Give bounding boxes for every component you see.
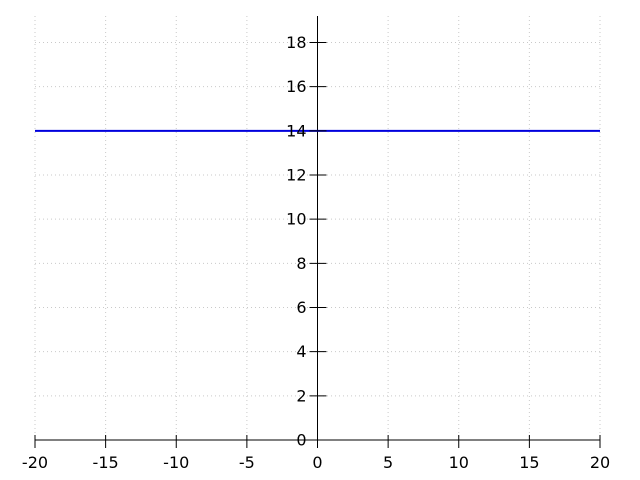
x-tick-label: -10 xyxy=(163,453,189,472)
x-tick-label: 0 xyxy=(312,453,322,472)
x-tick-label: 15 xyxy=(519,453,539,472)
y-tick-label: 14 xyxy=(286,121,306,140)
y-tick-label: 0 xyxy=(296,431,306,450)
y-tick-label: 6 xyxy=(296,298,306,317)
y-tick-label: 8 xyxy=(296,254,306,273)
y-tick-label: 16 xyxy=(286,77,306,96)
y-tick-label: 2 xyxy=(296,386,306,405)
x-tick-label: -15 xyxy=(93,453,119,472)
x-tick-label: 20 xyxy=(590,453,610,472)
x-tick-label: -20 xyxy=(22,453,48,472)
y-tick-label: 18 xyxy=(286,33,306,52)
y-tick-label: 12 xyxy=(286,166,306,185)
y-tick-label: 4 xyxy=(296,342,306,361)
x-tick-label: -5 xyxy=(239,453,255,472)
x-tick-label: 10 xyxy=(449,453,469,472)
y-tick-label: 10 xyxy=(286,210,306,229)
x-tick-label: 5 xyxy=(383,453,393,472)
